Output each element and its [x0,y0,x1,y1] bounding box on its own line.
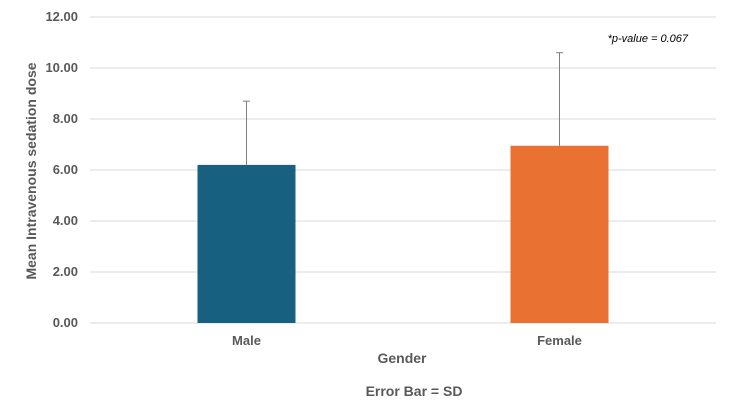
y-axis-title: Mean Intravenous sedation dose [23,62,39,279]
y-tick-label: 8.00 [53,111,78,126]
x-tick-label: Female [537,333,582,348]
p-value-annotation: *p-value = 0.067 [608,33,689,45]
error-bars [243,52,563,165]
y-tick-label: 10.00 [45,60,78,75]
y-tick-label: 4.00 [53,213,78,228]
y-tick-label: 6.00 [53,162,78,177]
y-tick-label: 12.00 [45,9,78,24]
y-axis-ticks: 0.00 2.00 4.00 6.00 8.00 10.00 12.00 [45,9,78,330]
bar-male [197,164,296,323]
error-bar-footnote: Error Bar = SD [366,383,463,399]
gridlines [90,16,716,324]
x-axis-title: Gender [377,350,427,366]
x-axis-ticks: Male Female [232,333,582,348]
bar-female [510,145,609,323]
x-tick-label: Male [232,333,261,348]
y-tick-label: 0.00 [53,315,78,330]
bars [197,145,609,323]
y-tick-label: 2.00 [53,264,78,279]
